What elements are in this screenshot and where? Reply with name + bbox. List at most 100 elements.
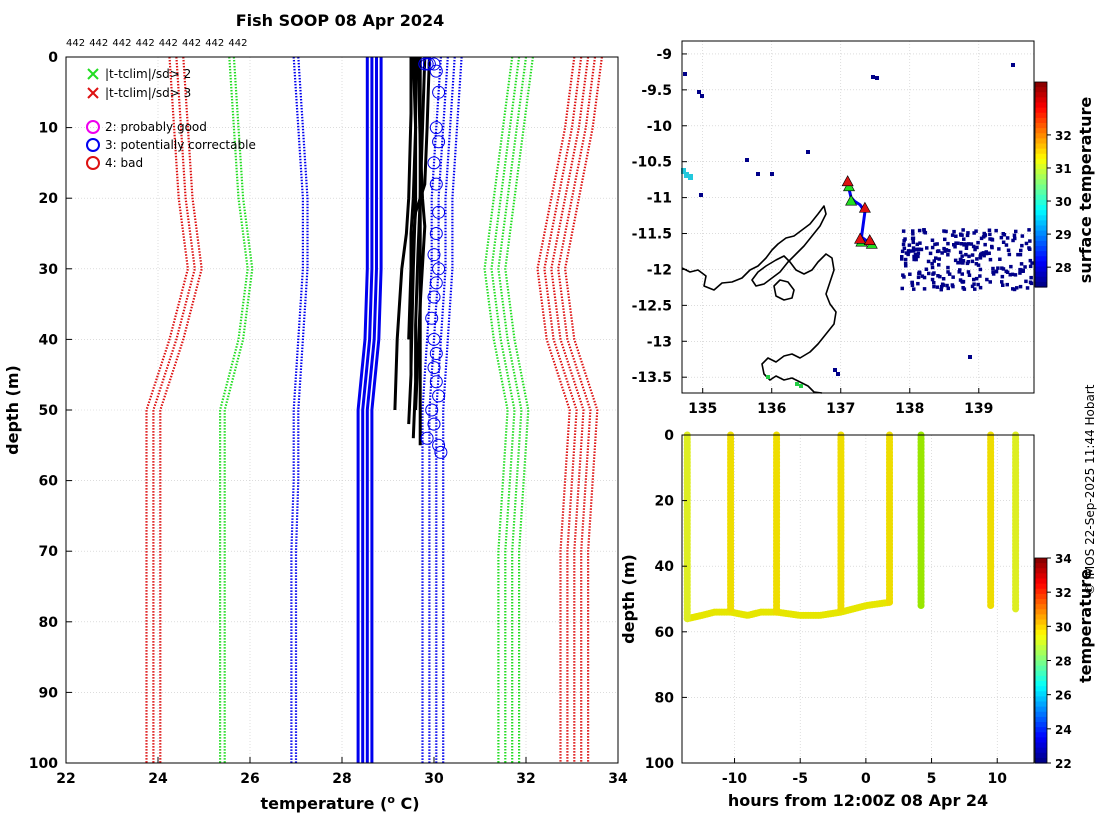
sst-pixel bbox=[902, 246, 907, 251]
map-colorbar-segment bbox=[1035, 199, 1047, 206]
profile-climatology-lines bbox=[145, 56, 603, 763]
map-xtick-label: 137 bbox=[826, 401, 855, 417]
section-colorbar-segment bbox=[1035, 583, 1047, 590]
profile-ytick-label: 0 bbox=[48, 50, 58, 66]
sst-pixel bbox=[770, 172, 774, 176]
sst-pixel bbox=[984, 251, 989, 256]
sst-pixel bbox=[987, 228, 992, 232]
map-colorbar-tick-label: 31 bbox=[1055, 162, 1072, 176]
sst-pixel bbox=[1018, 271, 1022, 275]
sst-pixel bbox=[903, 257, 908, 262]
profile-xtick-label: 30 bbox=[424, 771, 444, 787]
map-colorbar-segment bbox=[1035, 210, 1047, 216]
profile-top-label: 442 bbox=[112, 38, 131, 49]
map-colorbar-tick-label: 29 bbox=[1055, 228, 1072, 242]
sst-pixel bbox=[1028, 264, 1033, 269]
section-colorbar-segment bbox=[1035, 593, 1047, 600]
map-colorbar-segment bbox=[1035, 225, 1047, 232]
sst-pixel bbox=[932, 259, 936, 263]
sst-pixel bbox=[766, 375, 770, 379]
sst-pixel bbox=[1012, 233, 1017, 238]
map-plot-area bbox=[682, 41, 1034, 393]
sst-pixel bbox=[912, 254, 916, 259]
map-colorbar-segment bbox=[1035, 87, 1047, 93]
flagged-point bbox=[427, 248, 441, 262]
profile-ytick-label: 60 bbox=[39, 474, 59, 490]
section-colorbar-segment bbox=[1035, 706, 1047, 713]
sst-pixel bbox=[974, 262, 979, 266]
sst-pixel bbox=[938, 274, 942, 279]
sst-pixel bbox=[1029, 281, 1034, 286]
sst-pixel bbox=[999, 235, 1004, 240]
climatology-sd-line bbox=[223, 56, 254, 763]
sst-pixel bbox=[974, 276, 979, 281]
flagged-point bbox=[427, 361, 441, 375]
map-colorbar-segment bbox=[1035, 148, 1047, 155]
section-colorbar-segment bbox=[1035, 655, 1047, 662]
sst-pixel bbox=[961, 228, 965, 232]
profile-xtick-label: 24 bbox=[148, 771, 168, 787]
section-colorbar-segment bbox=[1035, 599, 1047, 605]
climatology-sd-line bbox=[504, 56, 534, 763]
section-colorbar: 22 24 26 28 30 32 34 bbox=[1034, 552, 1072, 771]
sst-pixel bbox=[1024, 279, 1028, 284]
sst-pixel bbox=[962, 287, 967, 291]
map-colorbar-segment bbox=[1035, 189, 1047, 196]
section-colorbar-segment bbox=[1035, 588, 1047, 595]
sst-pixel bbox=[900, 255, 904, 259]
sst-pixel bbox=[966, 270, 971, 274]
sst-pixel bbox=[1005, 282, 1009, 287]
sst-pixel bbox=[954, 241, 958, 245]
climatology-sd-line bbox=[563, 56, 603, 763]
section-colorbar-segment bbox=[1035, 732, 1047, 738]
flag-triangle-red bbox=[854, 232, 867, 244]
sst-pixel bbox=[975, 245, 979, 250]
profile-xtick-label: 34 bbox=[608, 771, 628, 787]
legend-label: |t-tclim|/sd> 2 bbox=[105, 67, 191, 81]
map-colorbar-segment bbox=[1035, 92, 1047, 98]
sst-pixel bbox=[1004, 243, 1009, 247]
map-colorbar-segment bbox=[1035, 123, 1047, 129]
sst-pixel bbox=[917, 247, 921, 251]
sst-pixel bbox=[959, 261, 963, 265]
section-ytick-label: 0 bbox=[664, 428, 674, 444]
sst-pixel bbox=[932, 271, 936, 275]
sst-pixel bbox=[1013, 273, 1018, 277]
profile-observed-lines bbox=[393, 56, 431, 446]
sst-pixel bbox=[922, 230, 927, 234]
sst-pixel bbox=[910, 236, 915, 241]
section-xtick-label: -5 bbox=[792, 771, 808, 787]
sst-pixel bbox=[684, 172, 689, 178]
sst-pixel bbox=[697, 90, 701, 94]
map-coastline bbox=[681, 205, 837, 394]
map-ytick-label: -12 bbox=[647, 262, 672, 278]
profile-xlabel-end: C) bbox=[395, 794, 420, 813]
map-colorbar-segment bbox=[1035, 82, 1047, 88]
flagged-point bbox=[429, 227, 443, 240]
map-ticks: 135 136 137 138 139 -9 -9.5 -10 -10.5 -11 -11.5 -12… bbox=[632, 47, 994, 417]
section-plot-area bbox=[682, 435, 1034, 763]
sst-pixel bbox=[941, 283, 946, 287]
flag-triangle-red bbox=[841, 175, 854, 187]
profile-top-label: 442 bbox=[205, 38, 224, 49]
map-ytick-label: -9.5 bbox=[641, 83, 672, 99]
flagged-point bbox=[425, 403, 439, 417]
legend-label: 4: bad bbox=[105, 156, 143, 170]
profile-top-label: 442 bbox=[159, 38, 178, 49]
sst-pixel bbox=[978, 267, 983, 272]
profile-top-label: 442 bbox=[182, 38, 201, 49]
map-colorbar-segment bbox=[1035, 117, 1047, 124]
flagged-point bbox=[432, 205, 446, 219]
sst-pixel bbox=[967, 273, 972, 277]
sst-pixel bbox=[988, 257, 993, 262]
flagged-point bbox=[429, 64, 443, 78]
sst-pixel bbox=[930, 245, 935, 250]
section-colorbar-segment bbox=[1035, 696, 1047, 703]
map-ytick-label: -9 bbox=[656, 47, 672, 63]
section-colorbar-segment bbox=[1035, 670, 1047, 677]
map-ytick-label: -13 bbox=[647, 334, 672, 350]
sst-pixel bbox=[1027, 246, 1031, 250]
flagged-point bbox=[429, 347, 443, 361]
sst-pixel bbox=[994, 269, 999, 274]
flagged-point bbox=[429, 276, 443, 290]
